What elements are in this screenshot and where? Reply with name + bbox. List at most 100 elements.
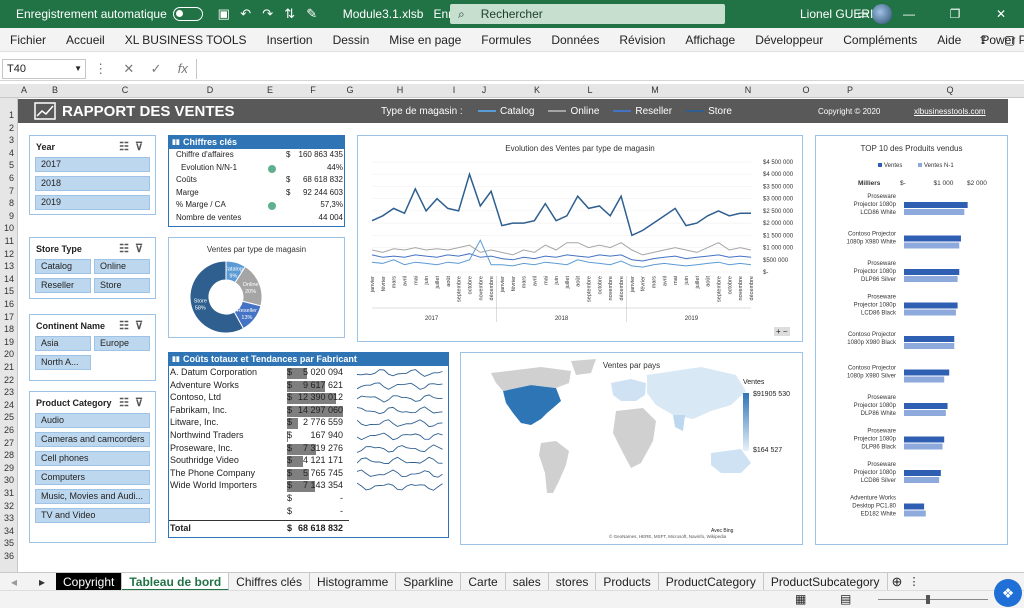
slicer-item[interactable]: Online bbox=[94, 259, 150, 274]
row-header[interactable]: 34 bbox=[3, 525, 14, 536]
column-header[interactable]: M bbox=[651, 85, 659, 95]
slicer-item[interactable]: TV and Video bbox=[35, 508, 150, 523]
slicer-item[interactable]: Audio bbox=[35, 413, 150, 428]
zoom-slider[interactable] bbox=[878, 599, 988, 600]
multiselect-filter-icon[interactable]: ☷⊽ bbox=[119, 397, 149, 409]
undo-icon[interactable]: ↶ bbox=[240, 6, 252, 21]
bar-ventes-n1[interactable] bbox=[904, 343, 955, 349]
user-name[interactable]: Lionel GUERI bbox=[800, 7, 874, 21]
multiselect-filter-icon[interactable]: ☷⊽ bbox=[119, 141, 149, 153]
row-header[interactable]: 23 bbox=[3, 387, 14, 398]
tab-scroll-left-icon[interactable]: ◂ bbox=[10, 574, 18, 589]
sort-icon[interactable]: ⇅ bbox=[284, 6, 296, 21]
row-header[interactable]: 36 bbox=[3, 551, 14, 561]
donut-slice-store[interactable] bbox=[189, 260, 245, 334]
bar-ventes[interactable] bbox=[904, 269, 960, 275]
function-icon[interactable]: fx bbox=[177, 60, 188, 76]
ribbon-tab-7[interactable]: Données bbox=[551, 32, 600, 47]
page-layout-icon[interactable]: ▤ bbox=[840, 592, 852, 606]
slicer-item[interactable]: Store bbox=[94, 278, 150, 293]
column-header[interactable]: N bbox=[744, 85, 752, 95]
cancel-icon[interactable]: ✕ bbox=[123, 60, 135, 76]
sheet-tab[interactable]: sales bbox=[506, 572, 549, 591]
bar-ventes-n1[interactable] bbox=[904, 410, 946, 416]
sheet-tab[interactable]: Tableau de bord bbox=[122, 572, 230, 591]
column-header[interactable]: F bbox=[310, 85, 316, 95]
slicer-item[interactable]: Cameras and camcorders bbox=[35, 432, 150, 447]
brush-icon[interactable]: ✎ bbox=[306, 6, 318, 21]
ribbon-tab-8[interactable]: Révision bbox=[619, 32, 666, 47]
bar-ventes[interactable] bbox=[904, 503, 925, 510]
column-header[interactable]: E bbox=[266, 85, 274, 95]
row-header[interactable]: 9 bbox=[8, 210, 14, 221]
row-header[interactable]: 18 bbox=[3, 324, 14, 335]
row-header[interactable]: 4 bbox=[8, 147, 14, 158]
row-header[interactable]: 15 bbox=[3, 286, 14, 297]
sheet-tab[interactable]: ProductSubcategory bbox=[764, 572, 888, 591]
ribbon-tab-6[interactable]: Formules bbox=[481, 32, 532, 47]
search-input[interactable]: ⌕ Rechercher bbox=[450, 4, 725, 24]
bar-ventes[interactable] bbox=[904, 336, 955, 342]
column-header[interactable]: I bbox=[452, 85, 456, 95]
save-icon[interactable]: ▣ bbox=[217, 6, 230, 21]
add-sheet-icon[interactable]: ⊕ bbox=[891, 573, 903, 589]
sales-map[interactable]: Ventes par pays Ventes $91905 530 $164 5… bbox=[460, 352, 803, 545]
ribbon-tab-4[interactable]: Dessin bbox=[332, 32, 370, 47]
bar-ventes-n1[interactable] bbox=[904, 477, 940, 483]
sheet-tab[interactable]: stores bbox=[549, 572, 597, 591]
ribbon-tab-3[interactable]: Insertion bbox=[266, 32, 313, 47]
column-header[interactable]: C bbox=[121, 85, 129, 95]
row-header[interactable]: 35 bbox=[3, 538, 14, 549]
share-icon[interactable]: ⇪ bbox=[978, 32, 989, 47]
row-header[interactable]: 25 bbox=[3, 412, 14, 423]
row-header[interactable]: 14 bbox=[3, 273, 14, 284]
zoom-buttons[interactable]: + − bbox=[774, 327, 790, 336]
maximize-icon[interactable]: ❐ bbox=[949, 7, 961, 21]
row-header[interactable]: 11 bbox=[4, 236, 14, 246]
close-icon[interactable]: ✕ bbox=[995, 7, 1007, 21]
column-header[interactable]: J bbox=[481, 85, 487, 95]
ribbon-tab-12[interactable]: Aide bbox=[937, 32, 962, 47]
ribbon-tab-2[interactable]: XL BUSINESS TOOLS bbox=[124, 32, 247, 47]
bar-ventes-n1[interactable] bbox=[904, 209, 965, 215]
slicer-item[interactable]: Catalog bbox=[35, 259, 91, 274]
series-line-reseller[interactable] bbox=[371, 253, 752, 262]
ribbon-tab-1[interactable]: Accueil bbox=[66, 32, 105, 47]
slicer-item[interactable]: Reseller bbox=[35, 278, 91, 293]
column-header[interactable]: L bbox=[587, 85, 593, 95]
top10-chart[interactable]: TOP 10 des Produits vendus Ventes Ventes … bbox=[815, 135, 1008, 545]
row-header[interactable]: 27 bbox=[3, 437, 14, 448]
row-header[interactable]: 17 bbox=[3, 311, 14, 322]
row-header[interactable]: 1 bbox=[8, 110, 14, 120]
autosave-toggle[interactable] bbox=[172, 7, 203, 21]
column-header[interactable]: H bbox=[396, 85, 404, 95]
column-header[interactable]: A bbox=[20, 85, 28, 95]
bar-ventes-n1[interactable] bbox=[904, 443, 943, 450]
row-header[interactable]: 31 bbox=[3, 488, 14, 498]
row-header[interactable]: 30 bbox=[3, 475, 14, 486]
slicer-item[interactable]: Cell phones bbox=[35, 451, 150, 466]
bar-ventes-n1[interactable] bbox=[904, 309, 956, 316]
bar-ventes[interactable] bbox=[904, 235, 961, 242]
row-header[interactable]: 13 bbox=[3, 261, 14, 272]
sheet-tab[interactable]: Sparkline bbox=[396, 572, 462, 591]
ribbon-tab-5[interactable]: Mise en page bbox=[389, 32, 462, 47]
ribbon-display-icon[interactable]: ▭ bbox=[857, 7, 869, 21]
column-header[interactable]: P bbox=[846, 85, 854, 95]
series-line-online[interactable] bbox=[371, 242, 752, 256]
redo-icon[interactable]: ↷ bbox=[262, 6, 274, 21]
sheet-tab[interactable]: Carte bbox=[461, 572, 506, 591]
bar-ventes[interactable] bbox=[904, 436, 945, 443]
series-line-catalog[interactable] bbox=[371, 239, 752, 268]
bar-ventes-n1[interactable] bbox=[904, 510, 926, 517]
row-header[interactable]: 19 bbox=[3, 336, 14, 347]
sheet-tab[interactable]: Products bbox=[596, 572, 659, 591]
row-header[interactable]: 16 bbox=[3, 299, 14, 309]
bar-ventes[interactable] bbox=[904, 302, 958, 309]
row-header[interactable]: 28 bbox=[3, 450, 14, 461]
avatar[interactable] bbox=[872, 4, 892, 24]
row-header[interactable]: 21 bbox=[3, 362, 14, 372]
slicer-item[interactable]: Asia bbox=[35, 336, 91, 351]
sheet-tab[interactable]: Copyright bbox=[56, 572, 123, 591]
slicer-item[interactable]: 2017 bbox=[35, 157, 150, 172]
